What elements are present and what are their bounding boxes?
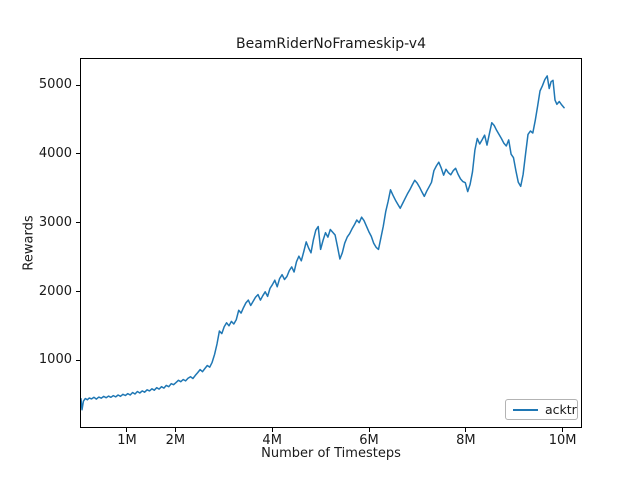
y-tick-mark — [76, 84, 80, 86]
legend-box: acktr — [505, 399, 578, 420]
legend-series-label: acktr — [545, 402, 577, 417]
y-tick-label: 2000 — [38, 283, 72, 299]
x-tick-mark — [465, 428, 467, 432]
x-tick-label: 1M — [117, 433, 137, 448]
x-tick-label: 2M — [165, 433, 186, 448]
plot-area — [80, 58, 582, 428]
y-tick-mark — [76, 153, 80, 155]
x-tick-label: 8M — [456, 433, 476, 448]
y-tick-mark — [76, 291, 80, 293]
x-axis-label: Number of Timesteps — [261, 446, 401, 461]
y-tick-label: 4000 — [38, 145, 72, 161]
legend-line-sample-icon — [513, 408, 538, 411]
y-tick-mark — [76, 359, 80, 361]
y-tick-label: 3000 — [38, 214, 72, 230]
y-tick-mark — [76, 222, 80, 224]
plot-canvas — [81, 75, 565, 411]
x-tick-mark — [562, 428, 564, 432]
x-tick-mark — [271, 428, 273, 432]
x-tick-mark — [368, 428, 370, 432]
x-tick-mark — [174, 428, 176, 432]
y-tick-label: 5000 — [38, 77, 72, 93]
chart-title: BeamRiderNoFrameskip-v4 — [235, 36, 426, 52]
x-tick-label: 4M — [262, 433, 282, 448]
x-tick-label: 10M — [548, 433, 577, 448]
y-axis-label: Rewards — [21, 215, 37, 271]
y-tick-label: 1000 — [38, 352, 72, 368]
x-tick-label: 6M — [359, 433, 379, 448]
reward-curve — [81, 75, 565, 411]
x-tick-mark — [126, 428, 128, 432]
